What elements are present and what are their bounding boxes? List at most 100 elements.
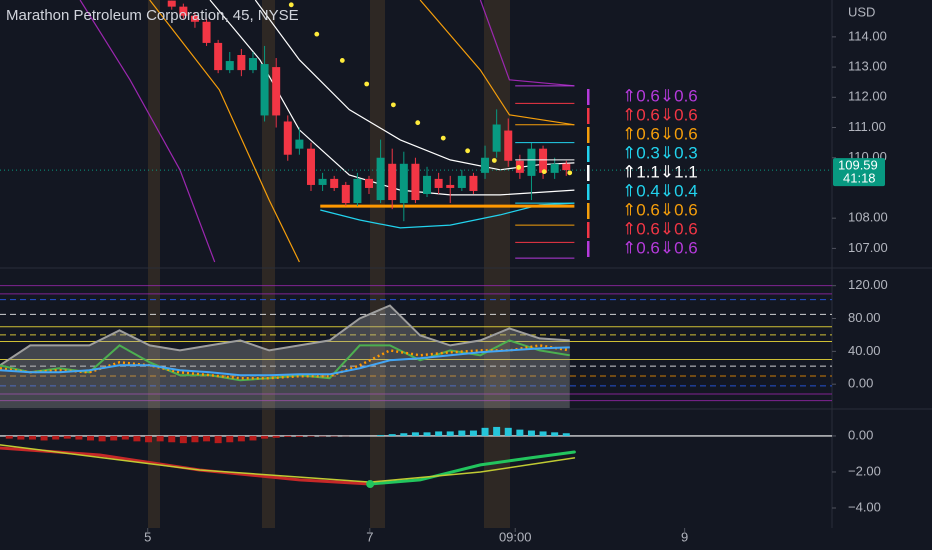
candle-body: [260, 64, 269, 116]
last-price-box: [833, 158, 885, 187]
level-label: ⇑0.6⇓0.6: [622, 86, 698, 105]
candle-body: [214, 42, 223, 71]
histogram-bar: [17, 435, 25, 440]
level-label: ⇑0.6⇓0.6: [622, 219, 698, 238]
indicator-line: [79, 0, 216, 263]
candle-body: [411, 163, 420, 201]
candle-body: [353, 178, 362, 204]
candle-body: [527, 148, 536, 176]
currency: USD: [848, 4, 875, 19]
series-line: [0, 339, 570, 382]
candle-body: [167, 0, 176, 7]
candle-body: [539, 148, 548, 173]
level-marker: [587, 146, 590, 162]
y-tick-label: −2.00: [848, 463, 881, 478]
level-label: ⇑0.6⇓0.6: [622, 105, 698, 124]
sar-dot: [567, 170, 573, 176]
level-marker: [587, 203, 590, 219]
histogram-bar: [307, 435, 315, 437]
histogram-bar: [551, 432, 559, 436]
sar-dot: [314, 31, 320, 37]
histogram-bar: [504, 427, 512, 436]
histogram-bar: [214, 435, 222, 444]
candle-body: [550, 163, 559, 173]
histogram-bar: [52, 435, 60, 440]
y-tick-label: 40.00: [848, 343, 881, 358]
session-band: [484, 0, 510, 528]
histogram-bar: [145, 435, 153, 443]
histogram-bar: [156, 435, 164, 442]
session-band: [370, 0, 385, 528]
histogram-bar: [40, 435, 48, 441]
candle-body: [237, 54, 246, 71]
histogram-bar: [469, 430, 477, 436]
x-tick-label: 9: [681, 529, 688, 544]
y-tick-label: 113.00: [848, 59, 887, 74]
histogram-bar: [377, 435, 385, 436]
histogram-bar: [168, 435, 176, 443]
chart-title: Marathon Petroleum Corporation, 45, NYSE: [6, 7, 299, 24]
level-label: ⇑0.6⇓0.6: [622, 238, 698, 257]
series-line: [0, 344, 571, 380]
histogram-bar: [446, 431, 454, 436]
sar-dot: [516, 165, 522, 170]
candle-body: [225, 61, 234, 71]
level-label: ⇑0.4⇓0.4: [622, 181, 698, 200]
y-tick-label: 112.00: [848, 89, 887, 104]
sar-dot: [440, 135, 446, 141]
histogram-bar: [191, 435, 199, 443]
candle-body: [190, 15, 199, 22]
candle-body: [492, 124, 501, 152]
candle-body: [272, 67, 281, 116]
y-tick-label: 114.00: [848, 28, 887, 43]
histogram-bar: [179, 435, 187, 444]
histogram-bar: [272, 435, 280, 438]
level-marker: [587, 165, 590, 181]
x-tick-label: 09:00: [499, 529, 532, 544]
area: [0, 305, 570, 408]
histogram-bar: [539, 431, 547, 436]
candle-body: [376, 157, 385, 201]
sar-dot: [288, 2, 294, 8]
histogram-bar: [423, 432, 431, 436]
level-marker: [587, 108, 590, 124]
candle-body: [469, 175, 478, 191]
candle-body: [446, 184, 455, 188]
level-label: ⇑0.6⇓0.6: [622, 124, 698, 143]
histogram-bar: [98, 435, 106, 442]
level-marker: [587, 127, 590, 143]
histogram-bar: [87, 435, 95, 441]
level-marker: [587, 222, 590, 238]
candle-body: [457, 175, 466, 188]
histogram-bar: [493, 426, 501, 436]
histogram-bar: [5, 435, 13, 439]
candle-body: [179, 6, 188, 16]
x-tick-label: 7: [366, 529, 373, 544]
x-tick-label: 5: [144, 529, 151, 544]
histogram-bar: [295, 435, 303, 437]
countdown-label: 41:18: [843, 171, 876, 186]
candle-body: [504, 130, 513, 161]
candle-body: [283, 121, 292, 155]
sar-dot: [415, 120, 421, 126]
indicator-line: [479, 0, 575, 87]
level-label: ⇑0.6⇓0.6: [622, 200, 698, 219]
candle-body: [434, 178, 443, 188]
y-tick-label: 120.00: [848, 277, 888, 292]
candle-body: [306, 148, 315, 185]
plot-layer: 114.00113.00112.00111.00110.00108.00107.…: [0, 0, 888, 544]
candle-body: [295, 139, 304, 149]
session-bands: [148, 0, 510, 528]
session-band: [262, 0, 275, 528]
candle-body: [330, 178, 339, 188]
histogram-bar: [75, 435, 83, 440]
histogram-bar: [435, 431, 443, 436]
session-band: [148, 0, 160, 528]
candle-body: [399, 163, 408, 204]
sar-dot: [465, 148, 471, 154]
level-label: ⇑1.1⇓1.1: [622, 162, 698, 181]
level-marker: [587, 89, 590, 105]
y-tick-label: 107.00: [848, 240, 888, 255]
